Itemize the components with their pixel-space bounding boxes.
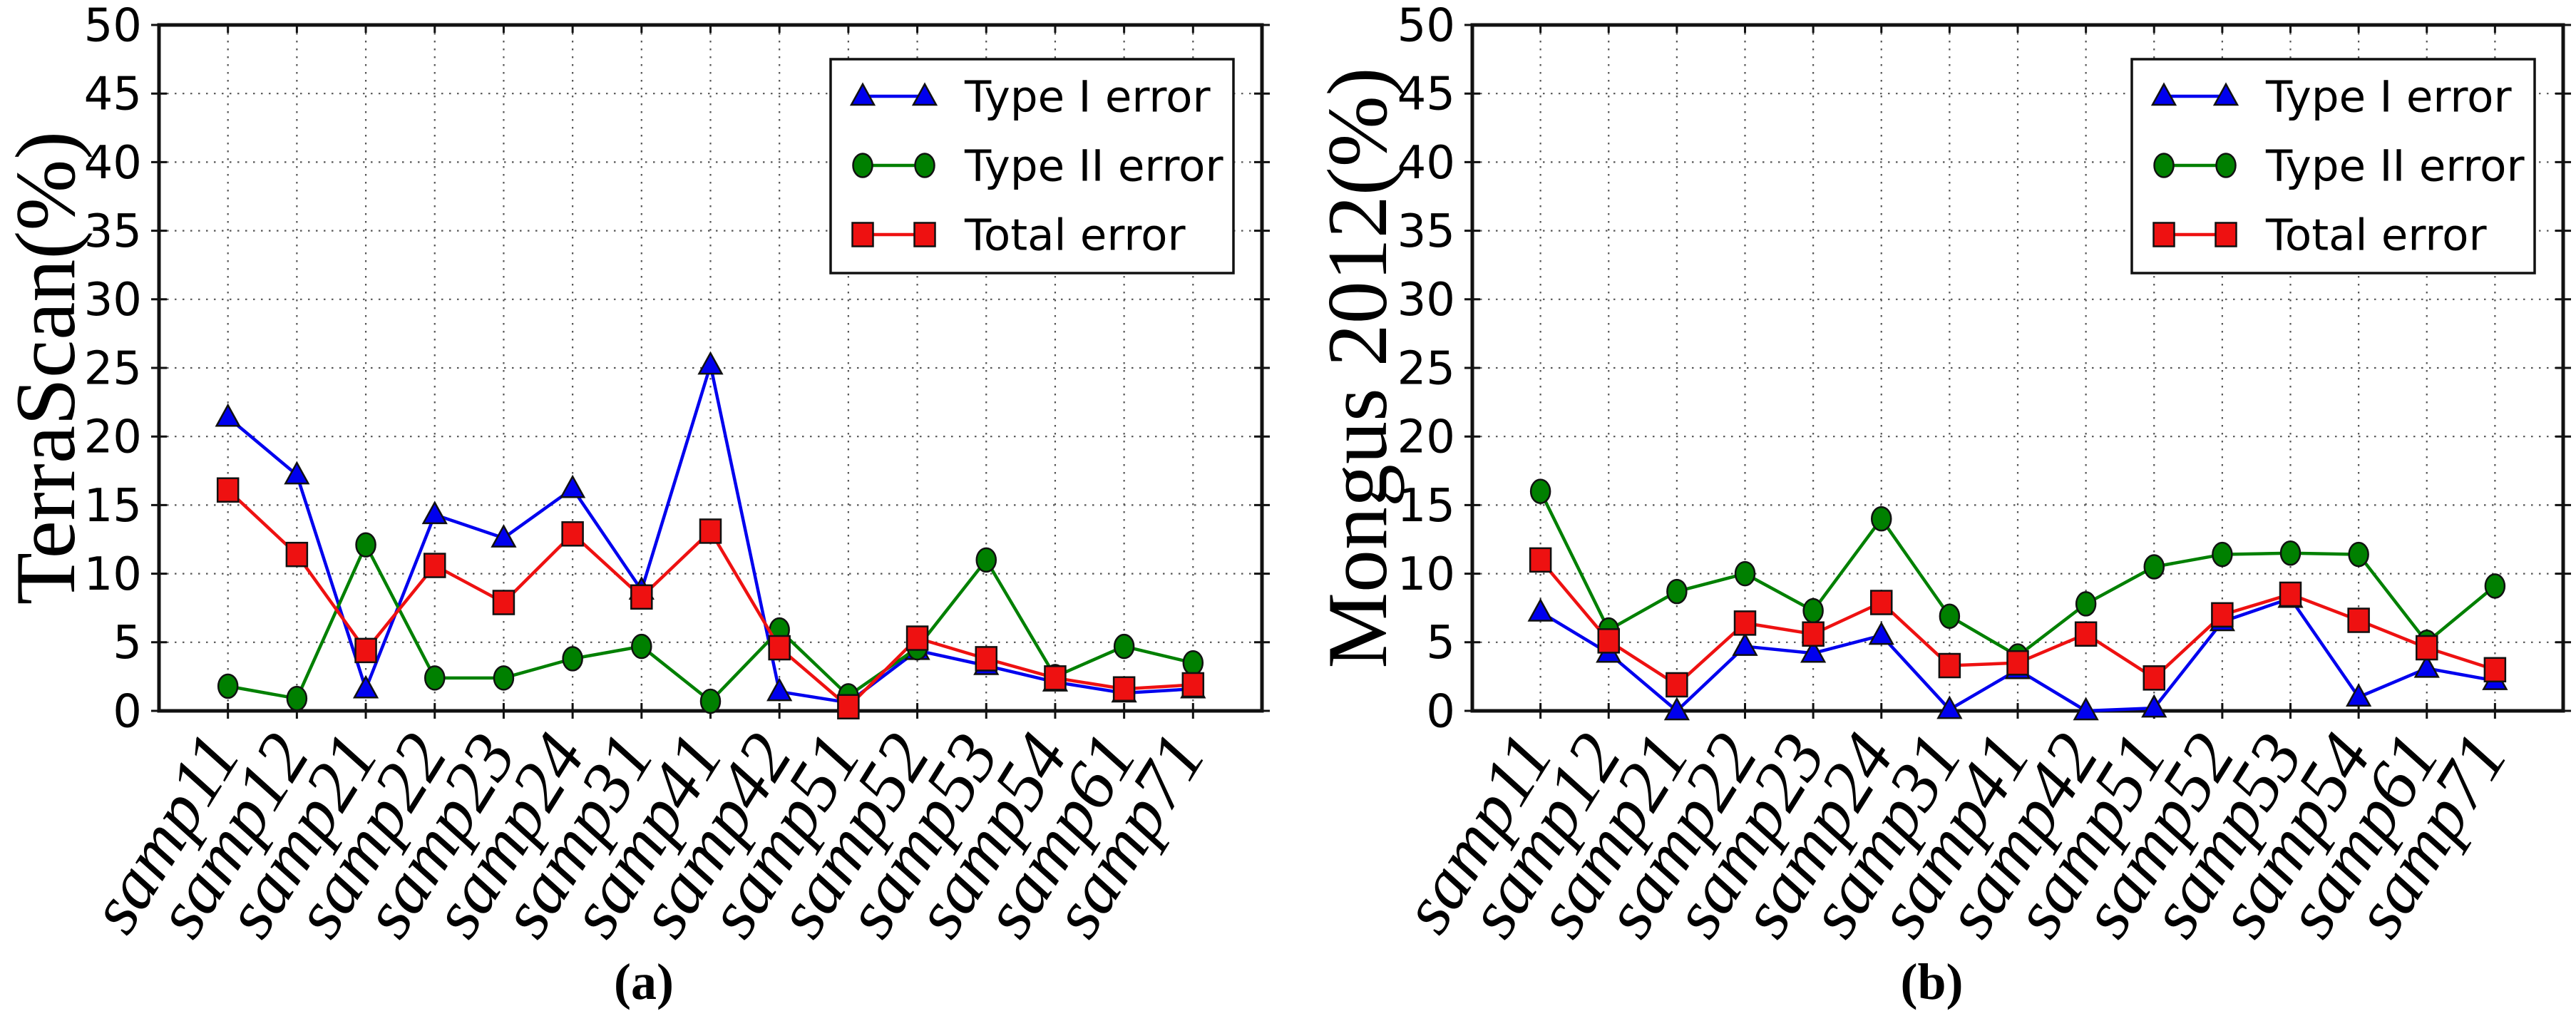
legend-entry-type-ii-error: Type II error: [852, 140, 1223, 191]
panel-a-terrascan: 0 5 10 15 20 25 30 35 40 45 50 samp11samp12samp21sa…: [0, 0, 1270, 950]
series-total-error: [1529, 547, 2507, 698]
y-tick-label: 15: [1397, 480, 1455, 533]
series-type-ii-error: [1529, 478, 2506, 669]
legend-label: Type I error: [2265, 71, 2512, 122]
y-tick-label: 20: [1397, 411, 1455, 464]
y-tick-label: 0: [113, 685, 142, 738]
y-tick-label: 35: [84, 205, 142, 258]
x-tick-labels: samp11samp12samp21samp22samp23samp24samp…: [73, 720, 1221, 950]
legend-label: Type I error: [964, 71, 1211, 122]
series-total-error: [216, 477, 1205, 719]
caption-a: (a): [614, 953, 674, 1010]
y-tick-label: 25: [84, 342, 142, 395]
y-tick-label: 20: [84, 411, 142, 464]
y-tick-label: 10: [84, 548, 142, 601]
y-tick-label: 5: [1426, 617, 1455, 670]
caption-b: (b): [1900, 953, 1964, 1010]
legend-entry-total-error: Total error: [2152, 210, 2487, 260]
y-tick-label: 40: [84, 137, 142, 190]
legend-label: Type II error: [964, 140, 1223, 191]
y-tick-label: 5: [113, 617, 142, 670]
y-tick-label: 0: [1426, 685, 1455, 738]
series-type-ii-error: [217, 532, 1204, 714]
y-tick-label: 50: [1397, 0, 1455, 52]
x-tick-labels: samp11samp12samp21samp22samp23samp24samp…: [1386, 720, 2523, 950]
y-tick-label: 45: [84, 68, 142, 121]
y-tick-labels: 0 5 10 15 20 25 30 35 40 45 50: [1397, 0, 1455, 738]
y-tick-label: 50: [84, 0, 142, 52]
legend-entry-type-ii-error: Type II error: [2153, 140, 2525, 191]
tick-marks: [151, 24, 1270, 719]
y-axis-label-mongus-2012: Mongus 2012(%): [1310, 67, 1405, 668]
y-tick-label: 25: [1397, 342, 1455, 395]
y-tick-label: 40: [1397, 137, 1455, 190]
gridlines: [1472, 25, 2563, 711]
y-axis-label-terrascan: TerraScan(%): [0, 131, 93, 605]
legend-entry-type-i-error: Type I error: [2150, 71, 2512, 122]
legend-label: Type II error: [2265, 140, 2525, 191]
y-tick-label: 30: [1397, 274, 1455, 327]
panel-b-mongus-2012: 0 5 10 15 20 25 30 35 40 45 50 samp11samp12samp21sa…: [1310, 0, 2571, 950]
legend: Type I error Type II error Total error: [2130, 58, 2536, 275]
y-tick-label: 15: [84, 480, 142, 533]
y-tick-label: 30: [84, 274, 142, 327]
legend-entry-total-error: Total error: [851, 210, 1186, 260]
legend: Type I error Type II error Total error: [829, 58, 1235, 275]
legend-entry-type-i-error: Type I error: [849, 71, 1211, 122]
legend-label: Total error: [964, 210, 1186, 260]
y-tick-label: 35: [1397, 205, 1455, 258]
y-tick-labels: 0 5 10 15 20 25 30 35 40 45 50: [84, 0, 142, 738]
y-tick-label: 10: [1397, 548, 1455, 601]
legend-label: Total error: [2265, 210, 2487, 260]
y-tick-label: 45: [1397, 68, 1455, 121]
